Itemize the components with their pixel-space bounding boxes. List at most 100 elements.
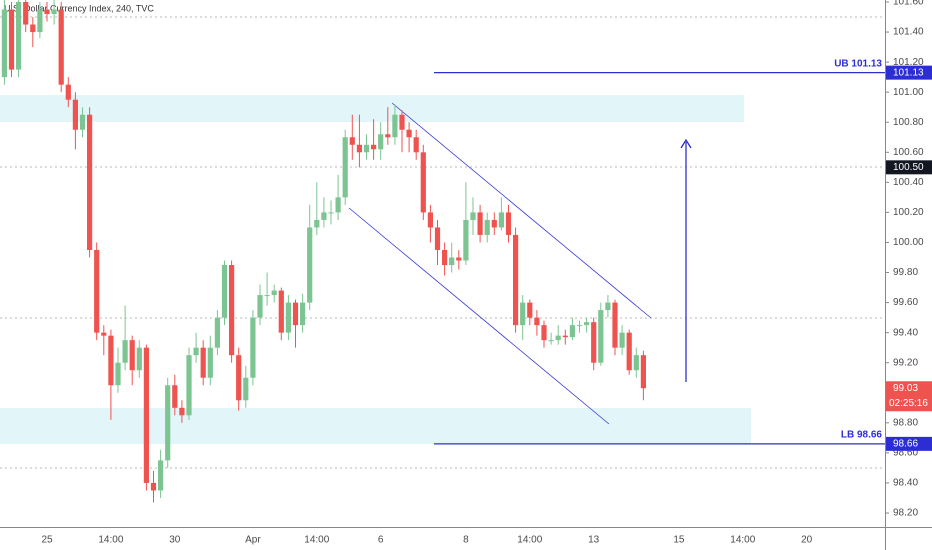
candle-body xyxy=(619,332,625,348)
candle-body xyxy=(8,9,15,70)
chart-title: U.S. Dollar Currency Index, 240, TVC xyxy=(4,3,154,13)
candle-body xyxy=(633,355,639,371)
price-tag xyxy=(886,436,932,451)
candle-body xyxy=(72,99,78,130)
candle-body xyxy=(143,347,149,483)
candle-body xyxy=(328,212,334,214)
candle-body xyxy=(363,144,370,153)
candle-body xyxy=(413,137,419,153)
y-tick-label: 99.40 xyxy=(893,327,918,338)
candle-body xyxy=(349,137,355,145)
candle-body xyxy=(207,347,213,378)
candle-body xyxy=(179,407,185,416)
candle-body xyxy=(598,310,604,363)
x-tick-label: Apr xyxy=(245,535,261,546)
candle-body xyxy=(456,257,462,261)
candle-body xyxy=(470,212,476,220)
support-zone xyxy=(0,408,751,444)
y-tick-label: 98.60 xyxy=(893,448,918,459)
candle-body xyxy=(150,482,157,491)
y-tick-label: 99.20 xyxy=(893,357,918,368)
candle-body xyxy=(101,332,107,336)
candle-body xyxy=(534,317,540,326)
x-tick-label: 20 xyxy=(801,535,813,546)
x-tick-label: 14:00 xyxy=(98,535,123,546)
candle-body xyxy=(527,302,533,318)
candle-body xyxy=(314,219,320,228)
candle-body xyxy=(541,325,547,341)
candle-body xyxy=(463,219,469,261)
candle-body xyxy=(434,227,441,250)
candle-body xyxy=(300,302,306,326)
candle-body xyxy=(23,2,29,25)
arrow-head xyxy=(680,138,692,149)
candle-body xyxy=(569,325,575,338)
candle-body xyxy=(193,347,199,356)
candle-body xyxy=(307,227,313,303)
candle-body xyxy=(520,302,526,326)
candle-body xyxy=(278,290,284,333)
candle-body xyxy=(214,317,220,348)
y-tick-label: 100.80 xyxy=(893,117,924,128)
y-tick-label: 98.20 xyxy=(893,508,918,519)
candle-body xyxy=(356,144,362,153)
candle-body xyxy=(335,197,341,213)
candle-body xyxy=(186,355,192,416)
x-tick-label: 6 xyxy=(378,535,384,546)
price-tag-label: 101.13 xyxy=(893,67,924,78)
candle-body xyxy=(385,134,391,138)
channel-upper xyxy=(391,102,652,319)
candle-body xyxy=(243,377,249,401)
candle-body xyxy=(640,355,646,389)
candle-body xyxy=(342,137,348,198)
candle-body xyxy=(505,212,512,235)
y-tick-label: 99.80 xyxy=(893,267,918,278)
candle-body xyxy=(562,335,568,338)
candle-body xyxy=(108,335,114,386)
candle-body xyxy=(200,347,206,378)
candle-body xyxy=(37,9,43,33)
candle-body xyxy=(378,134,384,150)
y-tick-label: 100.40 xyxy=(893,177,924,188)
candle-body xyxy=(427,212,433,228)
price-tag-label: 100.50 xyxy=(893,162,924,173)
x-tick-label: 15 xyxy=(673,535,685,546)
y-tick-label: 100.00 xyxy=(893,237,924,248)
y-tick-label: 101.00 xyxy=(893,87,924,98)
y-tick-label: 101.20 xyxy=(893,57,924,68)
candle-body xyxy=(271,290,277,296)
candle-body xyxy=(257,295,263,318)
last-price-tag xyxy=(886,381,932,412)
candle-body xyxy=(165,385,171,461)
channel-lower xyxy=(348,207,610,425)
candle-body xyxy=(221,265,228,318)
candle-body xyxy=(605,302,611,311)
candle-body xyxy=(591,322,597,363)
price-tag xyxy=(886,160,932,175)
candle-body xyxy=(30,24,36,33)
candle-body xyxy=(136,347,142,371)
candle-body xyxy=(626,332,632,371)
candle-body xyxy=(122,340,128,363)
candle-body xyxy=(584,322,590,326)
candle-body xyxy=(264,295,270,297)
candle-body xyxy=(129,340,135,371)
candle-body xyxy=(94,249,100,333)
candle-body xyxy=(498,212,504,228)
y-tick-label: 100.60 xyxy=(893,147,924,158)
candle-body xyxy=(513,234,519,326)
candle-body xyxy=(548,340,554,342)
candle-body xyxy=(16,2,22,70)
price-tag-label: 98.66 xyxy=(893,439,918,450)
y-tick-label: 98.40 xyxy=(893,478,918,489)
y-tick-label: 98.80 xyxy=(893,417,918,428)
candle-body xyxy=(236,355,242,401)
candle-body xyxy=(491,219,497,228)
candle-body xyxy=(392,114,398,138)
price-tag xyxy=(886,65,932,80)
candle-body xyxy=(1,9,7,78)
x-tick-label: 30 xyxy=(169,535,181,546)
candle-body xyxy=(477,212,483,235)
x-tick-label: 14:00 xyxy=(517,535,542,546)
